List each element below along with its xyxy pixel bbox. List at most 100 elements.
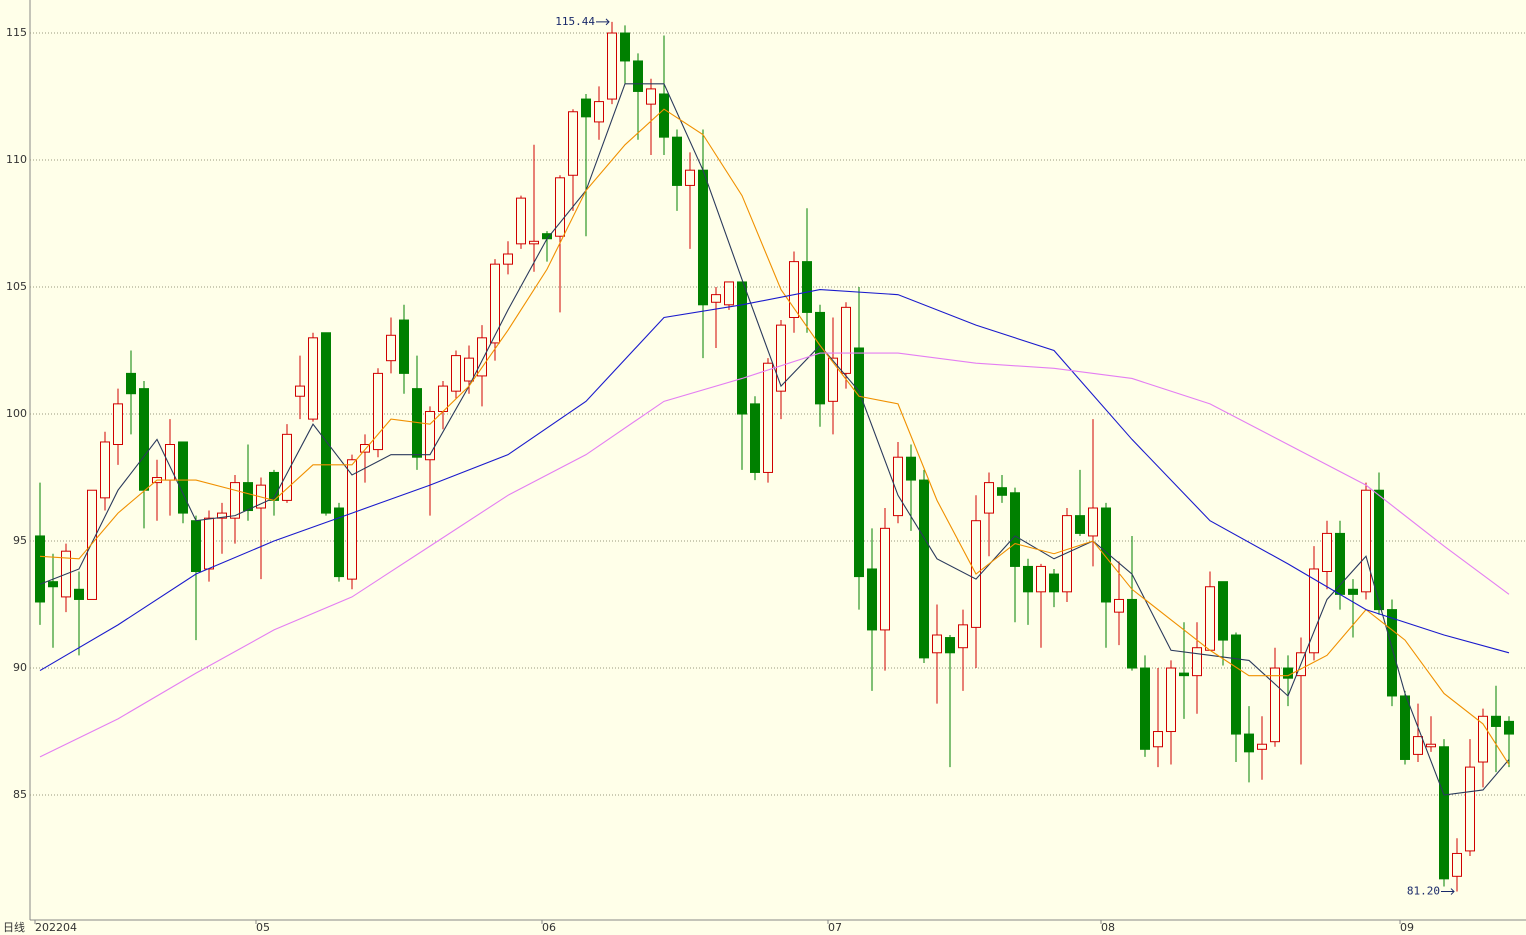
candle-body [87,489,97,600]
candle-body [958,624,968,649]
candle-body [594,101,604,123]
x-tick-label: 09 [1400,921,1414,934]
candle-body [165,444,175,481]
x-tick-label: 05 [256,921,270,934]
candle-body [35,535,45,603]
candle-body [399,319,409,374]
candle-body [555,177,565,237]
candle-body [1491,715,1501,727]
candle-body [1205,586,1215,651]
candle-body [113,403,123,446]
candle-body [1270,667,1280,743]
candle-body [750,403,760,473]
candle-body [568,111,578,176]
candle-body [516,197,526,245]
candle-body [1127,598,1137,669]
candle-body [932,634,942,654]
candle-body [1010,492,1020,567]
candle-body [997,487,1007,496]
candle-body [334,507,344,578]
annotation-label: 115.44 [555,15,595,28]
candle-body [1309,568,1319,654]
candle-body [1153,731,1163,748]
candle-body [1504,720,1514,735]
candle-body [230,482,240,519]
candle-body [100,441,110,499]
annotation-label: 81.20 [1407,885,1440,898]
candle-body [906,456,916,481]
candle-body [1218,581,1228,641]
candle-body [243,482,253,512]
candle-body [1166,667,1176,733]
candle-body [1101,507,1111,603]
candle-body [1400,695,1410,760]
candle-body [1322,532,1332,573]
annotation-arrow [1441,888,1455,895]
candle-body [178,441,188,514]
candle-body [1244,733,1254,753]
candle-body [217,512,227,519]
candle-body [490,263,500,344]
candle-body [451,355,461,392]
x-tick-label: 202204 [35,921,77,934]
candle-body [763,362,773,473]
candle-body [620,32,630,62]
candle-body [841,306,851,374]
candle-body [1114,598,1124,613]
candle-body [945,637,955,654]
candle-body [737,281,747,415]
candle-body [477,337,487,377]
candle-body [1452,852,1462,877]
candle-body [789,261,799,319]
candle-body [854,347,864,578]
candle-body [308,337,318,420]
candle-body [1062,515,1072,593]
candle-body [282,433,292,501]
y-tick-label: 100 [6,407,27,420]
candle-body [1192,647,1202,677]
candle-body [1140,667,1150,750]
candle-body [360,444,370,453]
candle-body [191,520,201,573]
candle-body [880,527,890,631]
candle-body [1049,573,1059,593]
candle-body [1387,609,1397,697]
candle-body [1465,766,1475,852]
candle-body [464,357,474,382]
candle-body [815,311,825,405]
y-tick-label: 105 [6,280,27,293]
y-tick-label: 90 [13,661,27,674]
candle-body [1231,634,1241,735]
candle-body [1283,667,1293,679]
candle-body [776,324,786,392]
candle-body [1075,515,1085,534]
candle-body [1439,746,1449,880]
candle-body [1088,507,1098,537]
y-tick-label: 95 [13,534,27,547]
y-tick-label: 110 [6,153,27,166]
candle-body [724,281,734,306]
y-tick-label: 115 [6,26,27,39]
candle-body [633,60,643,92]
period-label: 日线 [3,920,25,934]
candle-body [269,471,279,501]
candle-body [607,32,617,100]
candle-body [802,261,812,313]
candle-body [295,385,305,397]
candle-body [48,581,58,588]
candle-body [386,334,396,362]
candle-body [321,332,331,514]
candle-body [659,93,669,138]
candle-body [373,372,383,451]
candle-body [139,388,149,491]
candle-body [126,372,136,395]
candle-body [1413,736,1423,755]
candle-body [347,459,357,580]
candle-body [646,88,656,105]
x-tick-label: 08 [1101,921,1115,934]
candle-body [581,98,591,118]
candle-body [867,568,877,631]
candle-body [711,294,721,303]
moving-average [39,352,1510,758]
